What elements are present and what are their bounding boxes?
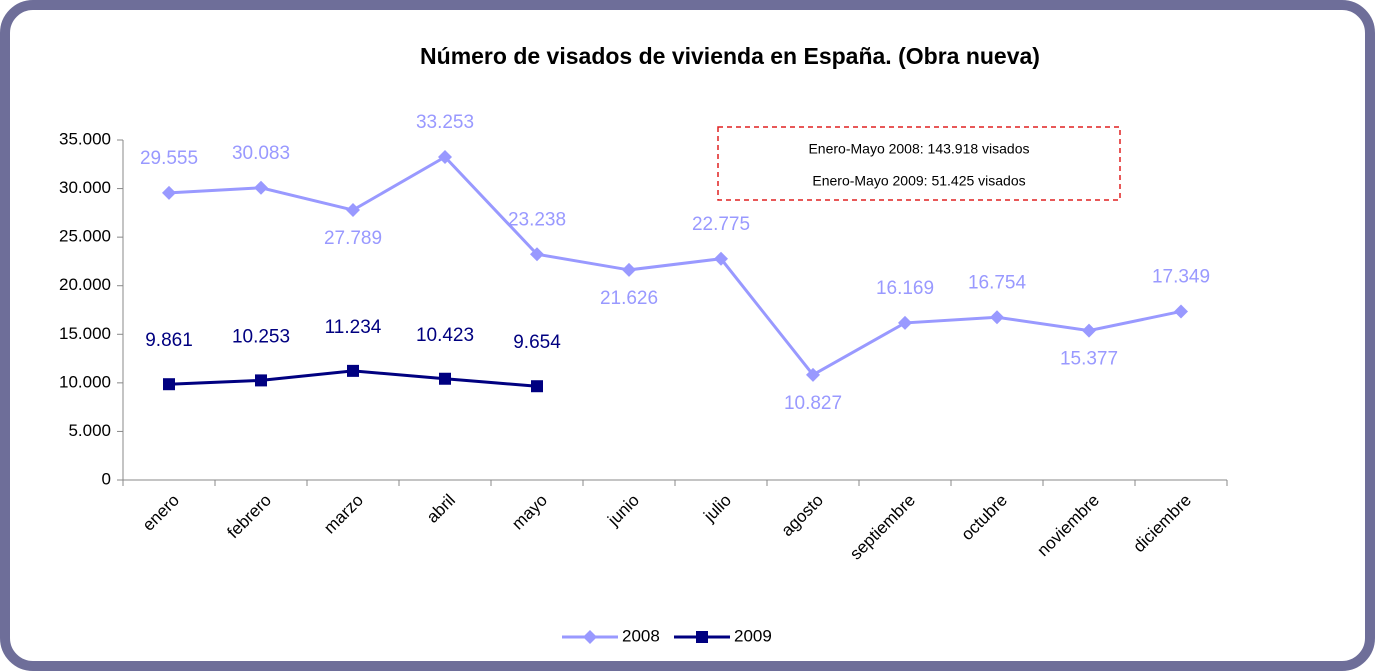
point xyxy=(714,251,728,266)
value-label: 22.775 xyxy=(692,214,750,235)
value-label: 16.169 xyxy=(876,278,934,299)
point xyxy=(1174,304,1188,319)
legend-marker xyxy=(583,630,597,644)
point xyxy=(438,149,452,164)
point xyxy=(898,315,912,330)
value-label: 15.377 xyxy=(1060,349,1118,370)
y-tick-label: 25.000 xyxy=(59,227,111,246)
value-label: 9.654 xyxy=(513,332,561,353)
value-label: 29.555 xyxy=(140,148,198,169)
value-label: 27.789 xyxy=(324,228,382,249)
value-label: 23.238 xyxy=(508,209,566,230)
annotation: Enero-Mayo 2008: 143.918 visados xyxy=(808,141,1029,157)
value-label: 16.754 xyxy=(968,272,1027,293)
point xyxy=(347,364,359,377)
point xyxy=(530,247,544,262)
legend-label: 2009 xyxy=(734,626,772,645)
legend-marker xyxy=(696,631,708,643)
y-tick-label: 5.000 xyxy=(68,421,111,440)
point xyxy=(439,372,451,385)
value-label: 11.234 xyxy=(325,317,382,338)
point xyxy=(346,203,360,218)
point xyxy=(531,380,543,393)
y-tick-label: 15.000 xyxy=(59,324,111,343)
point xyxy=(255,374,267,387)
y-tick-label: 35.000 xyxy=(59,129,111,148)
point xyxy=(990,310,1004,325)
y-tick-label: 20.000 xyxy=(59,275,111,294)
value-label: 17.349 xyxy=(1152,266,1210,287)
point xyxy=(1082,323,1096,338)
y-tick-label: 0 xyxy=(102,469,111,488)
y-tick-label: 30.000 xyxy=(59,178,111,197)
value-label: 21.626 xyxy=(600,288,658,309)
chart-title: Número de visados de vivienda en España.… xyxy=(420,43,1040,69)
value-label: 10.827 xyxy=(784,393,842,414)
point xyxy=(162,185,176,200)
point xyxy=(254,180,268,195)
y-tick-label: 10.000 xyxy=(59,372,111,391)
legend-label: 2008 xyxy=(622,626,660,645)
value-label: 33.253 xyxy=(416,112,474,133)
value-label: 10.253 xyxy=(232,326,290,347)
point xyxy=(806,367,820,382)
value-label: 9.861 xyxy=(145,330,193,351)
annotation-box xyxy=(717,126,1121,201)
value-label: 10.423 xyxy=(416,325,474,346)
point xyxy=(622,262,636,277)
annotation: Enero-Mayo 2009: 51.425 visados xyxy=(812,173,1025,189)
value-label: 30.083 xyxy=(232,143,290,164)
point xyxy=(163,378,175,391)
series-line xyxy=(168,155,1182,377)
